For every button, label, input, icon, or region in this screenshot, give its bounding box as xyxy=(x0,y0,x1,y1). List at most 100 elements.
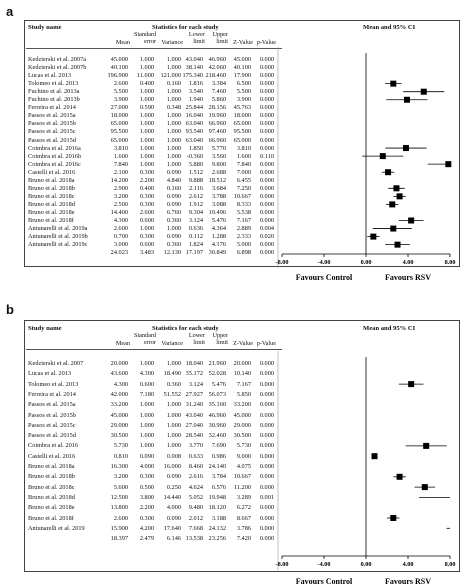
stat-cell: 6.500 xyxy=(236,80,251,88)
stat-cell: 0.000 xyxy=(259,200,274,208)
tick-label: -4.00 xyxy=(318,259,331,266)
table-row: Passos et al. 2015b 45.000 1.000 1.000 43.04… xyxy=(0,411,474,423)
stat-cell: 95.500 xyxy=(110,128,128,136)
table-row: Bruno et al. 2018d 12.500 3.800 14.440 5.052… xyxy=(0,493,474,505)
favours-control-label: Favours Control xyxy=(296,273,353,282)
table-row: Bruno et al. 2018b 2.900 0.400 0.160 2.116 3.… xyxy=(0,184,474,194)
table-row: Bruno et al. 2018a 14.200 2.200 4.840 9.888 1… xyxy=(0,176,474,186)
stat-cell: 2.200 xyxy=(139,504,154,512)
stat-cell: 2.600 xyxy=(139,208,154,216)
stat-cell: 0.700 xyxy=(113,233,128,241)
stat-cell: 4.840 xyxy=(166,176,181,184)
stat-cell: 1.000 xyxy=(166,96,181,104)
stat-cell: 3.289 xyxy=(236,493,251,501)
stat-cell: 1.000 xyxy=(166,432,181,440)
stat-cell: 16.300 xyxy=(110,463,128,470)
table-row: Fuchino et al. 2013b 3.900 1.000 1.000 1.940… xyxy=(0,96,474,105)
stat-cell: 1.000 xyxy=(139,401,154,409)
stat-cell: 18.040 xyxy=(185,360,203,367)
study-name: Tolomeo et al. 2013 xyxy=(28,380,79,388)
stat-cell: 3.124 xyxy=(188,380,203,388)
stat-cell: 45.000 xyxy=(110,56,128,63)
stat-cell: 18.120 xyxy=(208,504,226,512)
study-name: Passos et al. 2015d xyxy=(28,136,76,144)
stat-cell: 1.000 xyxy=(139,96,154,104)
stat-cell: 121.000 xyxy=(160,72,181,80)
stat-cell: 3.900 xyxy=(236,96,251,104)
table-row: Bruno et al. 2018b 3.200 0.300 0.090 2.616 3.… xyxy=(0,473,474,484)
stats-title: Statistics for each study xyxy=(152,24,219,31)
stat-cell: 0.000 xyxy=(259,442,274,450)
column-header: Standard error xyxy=(134,332,156,346)
stat-cell: 5.476 xyxy=(211,217,226,224)
stat-cell: 0.000 xyxy=(259,504,274,512)
stat-cell: 45.000 xyxy=(233,411,251,419)
stat-cell: 7.180 xyxy=(139,390,154,398)
stat-cell: 5.500 xyxy=(113,88,128,96)
stat-cell: 1.000 xyxy=(139,88,154,96)
stat-cell: 5.730 xyxy=(113,442,128,450)
stat-cell: 30.500 xyxy=(233,432,251,440)
stat-cell: 0.090 xyxy=(166,473,181,481)
table-row: Bruno et al. 2018f 4.300 0.600 0.360 3.124 5.… xyxy=(0,217,474,226)
stat-cell: 7.420 xyxy=(236,535,251,543)
stat-cell: 1.000 xyxy=(139,432,154,440)
stat-cell: 9.800 xyxy=(211,160,226,168)
stat-cell: 52.028 xyxy=(208,370,226,378)
table-row: Antunarelli et al. 2019a 2.600 1.000 1.000 0… xyxy=(0,225,474,234)
table-header: Study name Statistics for each study Mea… xyxy=(24,22,458,54)
stat-cell: 28.540 xyxy=(185,432,203,440)
stat-cell: 6.760 xyxy=(166,208,181,216)
stats-title: Statistics for each study xyxy=(152,325,219,332)
study-name: Kedzierski et al. 2007 xyxy=(28,360,84,367)
stat-cell: 4.075 xyxy=(236,463,251,470)
stat-cell: 0.360 xyxy=(166,241,181,249)
stat-cell: 45.000 xyxy=(110,411,128,419)
table-row: Kedzierski et al. 2007a 45.000 1.000 1.000 4… xyxy=(0,56,474,65)
stat-cell: 0.000 xyxy=(259,208,274,216)
stat-cell: 2.479 xyxy=(139,535,154,543)
stat-cell: 0.000 xyxy=(259,72,274,80)
stat-cell: 19.960 xyxy=(208,112,226,120)
stat-cell: 18.000 xyxy=(233,112,251,120)
stat-cell: 2.889 xyxy=(236,225,251,233)
stat-cell: 0.000 xyxy=(259,144,274,152)
stat-cell: 0.000 xyxy=(259,452,274,460)
stat-cell: 5.850 xyxy=(236,390,251,398)
stat-cell: 16.040 xyxy=(185,112,203,120)
study-marker xyxy=(403,145,410,152)
study-name: Antunarelli et al. 2019c xyxy=(28,241,88,249)
tick-label: 0.00 xyxy=(361,259,372,266)
study-marker xyxy=(394,241,401,248)
stat-cell: 1.000 xyxy=(166,411,181,419)
stat-cell: 8.333 xyxy=(236,200,251,208)
stat-cell: 1.000 xyxy=(139,225,154,233)
stat-cell: 1.824 xyxy=(188,241,203,249)
table-row: Bruno et al. 2018d 2.500 0.300 0.090 1.912 3.… xyxy=(0,200,474,210)
stat-cell: 3.810 xyxy=(113,144,128,152)
panel-label: b xyxy=(6,302,14,317)
tick-label: 4.00 xyxy=(403,259,414,266)
stat-cell: 5.000 xyxy=(236,241,251,249)
table-row: Antunarelli et al. 2019b 0.700 0.300 0.090 0… xyxy=(0,233,474,242)
stat-cell: 4.364 xyxy=(211,225,226,233)
stat-cell: 0.000 xyxy=(259,401,274,409)
stat-cell: 93.540 xyxy=(185,128,203,136)
stat-cell: 7.668 xyxy=(188,524,203,532)
column-header: Mean xyxy=(115,39,130,46)
stat-cell: 7.000 xyxy=(236,168,251,176)
column-header: Upper limit xyxy=(212,31,228,45)
stat-cell: 1.512 xyxy=(188,168,203,176)
stat-cell: 2.200 xyxy=(139,176,154,184)
stat-cell: 0.000 xyxy=(259,184,274,192)
study-name: Bruno et al. 2018d xyxy=(28,493,75,501)
study-marker xyxy=(408,217,415,224)
stat-cell: 0.090 xyxy=(166,192,181,200)
stat-cell: 14.440 xyxy=(163,493,181,501)
stat-cell: 12.130 xyxy=(163,249,181,257)
study-marker xyxy=(445,161,452,168)
panel-label: a xyxy=(6,4,14,19)
study-name: Bruno et al. 2018e xyxy=(28,504,75,512)
stat-cell: 19.948 xyxy=(208,493,226,501)
study-name: Coimbra et al. 2016c xyxy=(28,160,81,168)
